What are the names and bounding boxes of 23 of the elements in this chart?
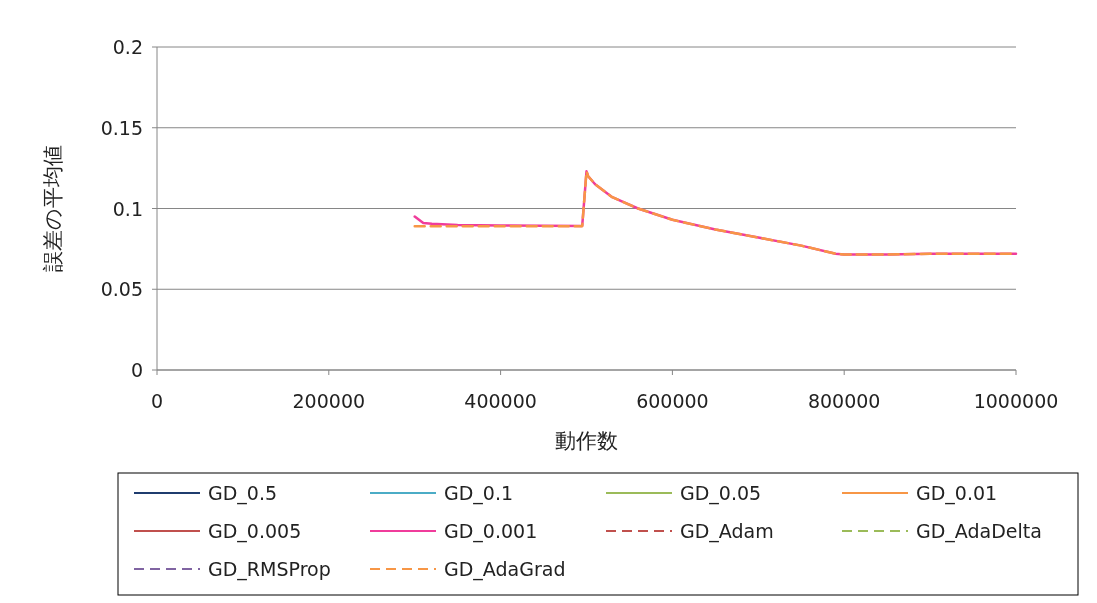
y-tick-label: 0: [130, 359, 143, 381]
legend-label: GD_0.05: [680, 482, 762, 505]
x-axis-title: 動作数: [555, 429, 618, 453]
x-tick-label: 600000: [636, 390, 709, 412]
y-tick-label: 0.1: [112, 197, 143, 220]
y-tick-label: 0.05: [100, 278, 143, 301]
x-tick-label: 1000000: [973, 390, 1059, 412]
y-tick-label: 0.15: [100, 116, 143, 139]
y-axis-title: 誤差の平均値: [41, 145, 65, 272]
legend-label: GD_0.5: [208, 482, 278, 505]
x-tick-label: 800000: [807, 390, 881, 412]
y-tick-label: 0.2: [112, 36, 143, 58]
legend-label: GD_0.01: [916, 482, 998, 505]
legend-label: GD_RMSProp: [208, 558, 331, 581]
legend-label: GD_0.005: [208, 520, 302, 543]
legend-label: GD_Adam: [680, 520, 774, 543]
x-tick-label: 0: [150, 390, 164, 412]
legend-label: GD_0.001: [444, 520, 538, 543]
legend-label: GD_AdaGrad: [444, 558, 566, 581]
legend-label: GD_AdaDelta: [916, 520, 1042, 543]
x-tick-label: 200000: [292, 390, 366, 412]
legend-label: GD_0.1: [444, 482, 514, 505]
x-tick-label: 400000: [464, 390, 537, 412]
